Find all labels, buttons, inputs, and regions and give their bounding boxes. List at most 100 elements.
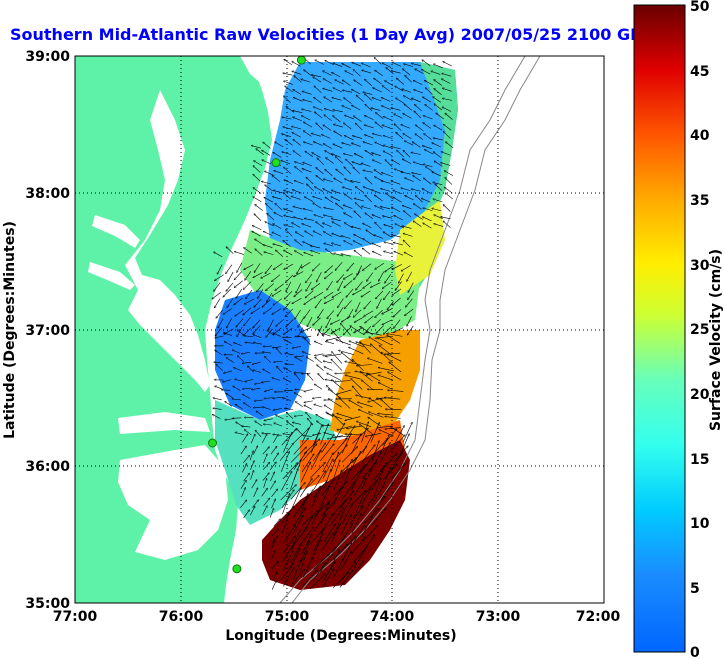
velocity-arrow [391,207,401,213]
velocity-arrow [434,224,444,227]
velocity-arrow [321,134,331,139]
velocity-arrow [214,274,224,281]
velocity-arrow [345,159,353,167]
velocity-arrow [423,116,433,120]
velocity-arrow [403,240,411,248]
velocity-arrow [383,116,393,121]
velocity-arrow [382,281,392,288]
velocity-arrow [324,243,334,247]
velocity-arrow [357,402,373,408]
velocity-arrow [381,106,391,110]
velocity-arrow [253,166,261,173]
velocity-arrow [374,206,384,211]
velocity-arrow [324,271,333,279]
velocity-arrow [286,319,294,327]
velocity-arrow [274,423,283,427]
velocity-arrow [276,348,283,355]
velocity-arrow [380,482,394,501]
velocity-arrow [375,222,382,230]
velocity-arrow [317,158,325,166]
velocity-arrow [373,319,381,326]
velocity-arrow [413,162,423,166]
velocity-arrow [226,358,234,363]
velocity-arrow [333,63,343,67]
velocity-arrow [218,318,224,328]
velocity-arrow [384,251,394,255]
velocity-arrow [264,356,271,363]
velocity-arrow [226,247,234,254]
velocity-arrow [322,333,331,337]
velocity-arrow [262,447,270,455]
velocity-arrow [344,213,353,218]
velocity-arrow [310,251,321,254]
velocity-arrow [264,398,273,399]
velocity-arrow [403,233,413,237]
velocity-arrow [215,327,223,336]
velocity-arrow [384,398,401,400]
velocity-arrow [382,63,392,68]
velocity-arrow [376,325,384,334]
velocity-arrow [352,289,363,295]
velocity-arrow [382,464,398,481]
velocity-arrow [316,222,324,228]
y-tick-label: 35:00 [25,596,70,612]
velocity-arrow [354,316,364,322]
velocity-arrow [295,389,304,390]
velocity-arrow [261,380,271,382]
velocity-arrow [411,98,421,103]
velocity-arrow [234,271,242,280]
velocity-arrow [300,462,310,483]
velocity-arrow [361,422,368,443]
colorbar-tick: 50 [690,0,710,15]
velocity-arrow [402,205,412,210]
colorbar-tick: 25 [690,322,709,338]
velocity-vectors [212,57,454,590]
velocity-arrow [342,187,353,191]
velocity-arrow [264,197,273,203]
velocity-arrow [282,398,291,401]
velocity-arrow [371,108,381,111]
velocity-arrow [345,416,361,421]
velocity-arrow [328,399,342,408]
velocity-arrow [390,463,405,481]
velocity-arrow [253,370,262,373]
velocity-arrow [295,357,303,362]
velocity-arrow [405,75,412,83]
velocity-arrow [366,272,374,281]
velocity-arrow [284,291,293,299]
velocity-arrow [253,335,262,338]
velocity-arrow [383,290,391,300]
velocity-arrow [333,116,341,123]
velocity-arrow [301,262,311,268]
velocity-arrow [312,486,320,507]
velocity-arrow [310,246,321,249]
velocity-arrow [338,350,354,355]
velocity-arrow [213,398,222,401]
albemarle-sound [118,412,210,434]
velocity-arrow [412,142,421,148]
velocity-arrow [330,319,341,325]
velocity-arrow [323,125,332,131]
field-yellow-band [395,200,445,295]
velocity-arrow [356,301,361,312]
station-marker [232,564,242,574]
velocity-arrow [285,353,294,356]
velocity-arrow [332,559,343,579]
velocity-arrow [349,506,363,525]
velocity-arrow [316,175,325,182]
velocity-arrow [405,298,413,307]
velocity-arrow [223,288,231,297]
velocity-arrow [323,179,334,183]
velocity-arrow [360,499,372,519]
velocity-arrow [270,446,277,455]
velocity-arrow [352,446,367,464]
velocity-arrow [361,70,372,74]
velocity-arrow [253,446,257,455]
velocity-arrow [353,550,365,569]
velocity-arrow [413,80,423,85]
velocity-arrow [235,432,244,435]
velocity-arrow [311,432,319,453]
velocity-arrow [344,167,352,175]
velocity-arrow [350,560,364,579]
